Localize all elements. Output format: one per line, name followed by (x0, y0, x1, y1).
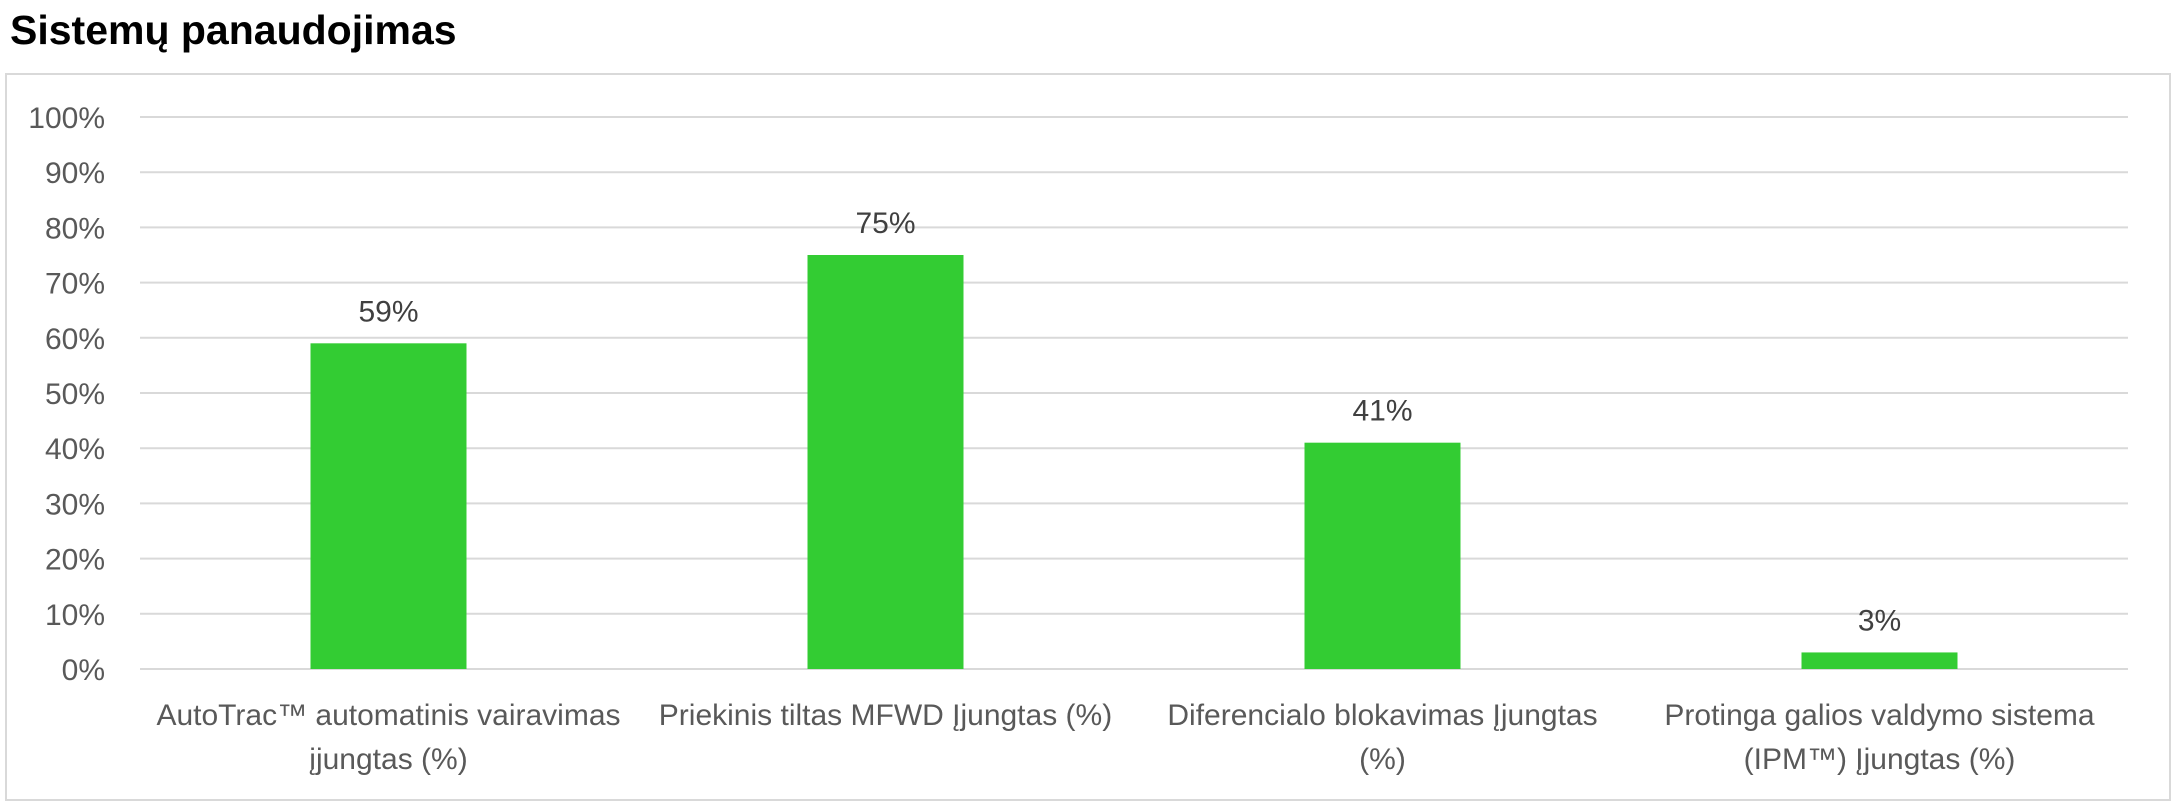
bar (1801, 652, 1958, 669)
y-tick-label: 20% (45, 544, 105, 577)
bars (310, 255, 1958, 669)
data-label: 59% (358, 295, 418, 328)
y-tick-label: 100% (28, 102, 105, 135)
data-label: 75% (855, 207, 915, 240)
y-tick-label: 70% (45, 268, 105, 301)
bar (807, 255, 964, 669)
x-category-label: AutoTrac™ automatinis vairavimas įjungtas… (156, 699, 620, 776)
y-tick-label: 30% (45, 488, 105, 521)
x-axis-categories: AutoTrac™ automatinis vairavimas įjungtas… (156, 699, 2094, 776)
page-title: Sistemų panaudojimas (10, 7, 457, 53)
y-axis-ticks: 0% 10% 20% 30% 40% 50% 60% 70% 80% 90% 100% (28, 102, 105, 687)
x-category-label: Priekinis tiltas MFWD Įjungtas (%) (659, 699, 1112, 732)
y-tick-label: 0% (62, 654, 105, 687)
bar (310, 343, 467, 669)
y-tick-label: 80% (45, 212, 105, 245)
gridlines (140, 116, 2128, 670)
y-tick-label: 90% (45, 157, 105, 190)
x-category-label: Diferencialo blokavimas Įjungtas (%) (1167, 699, 1597, 776)
data-label: 3% (1858, 604, 1901, 637)
y-tick-label: 10% (45, 599, 105, 632)
bar (1304, 442, 1461, 669)
y-tick-label: 40% (45, 433, 105, 466)
y-tick-label: 50% (45, 378, 105, 411)
data-label: 41% (1352, 395, 1412, 428)
data-labels: 59% 75% 41% 3% (358, 207, 1901, 637)
y-tick-label: 60% (45, 323, 105, 356)
x-category-label: Protinga galios valdymo sistema (IPM™) Įj… (1664, 699, 2095, 776)
